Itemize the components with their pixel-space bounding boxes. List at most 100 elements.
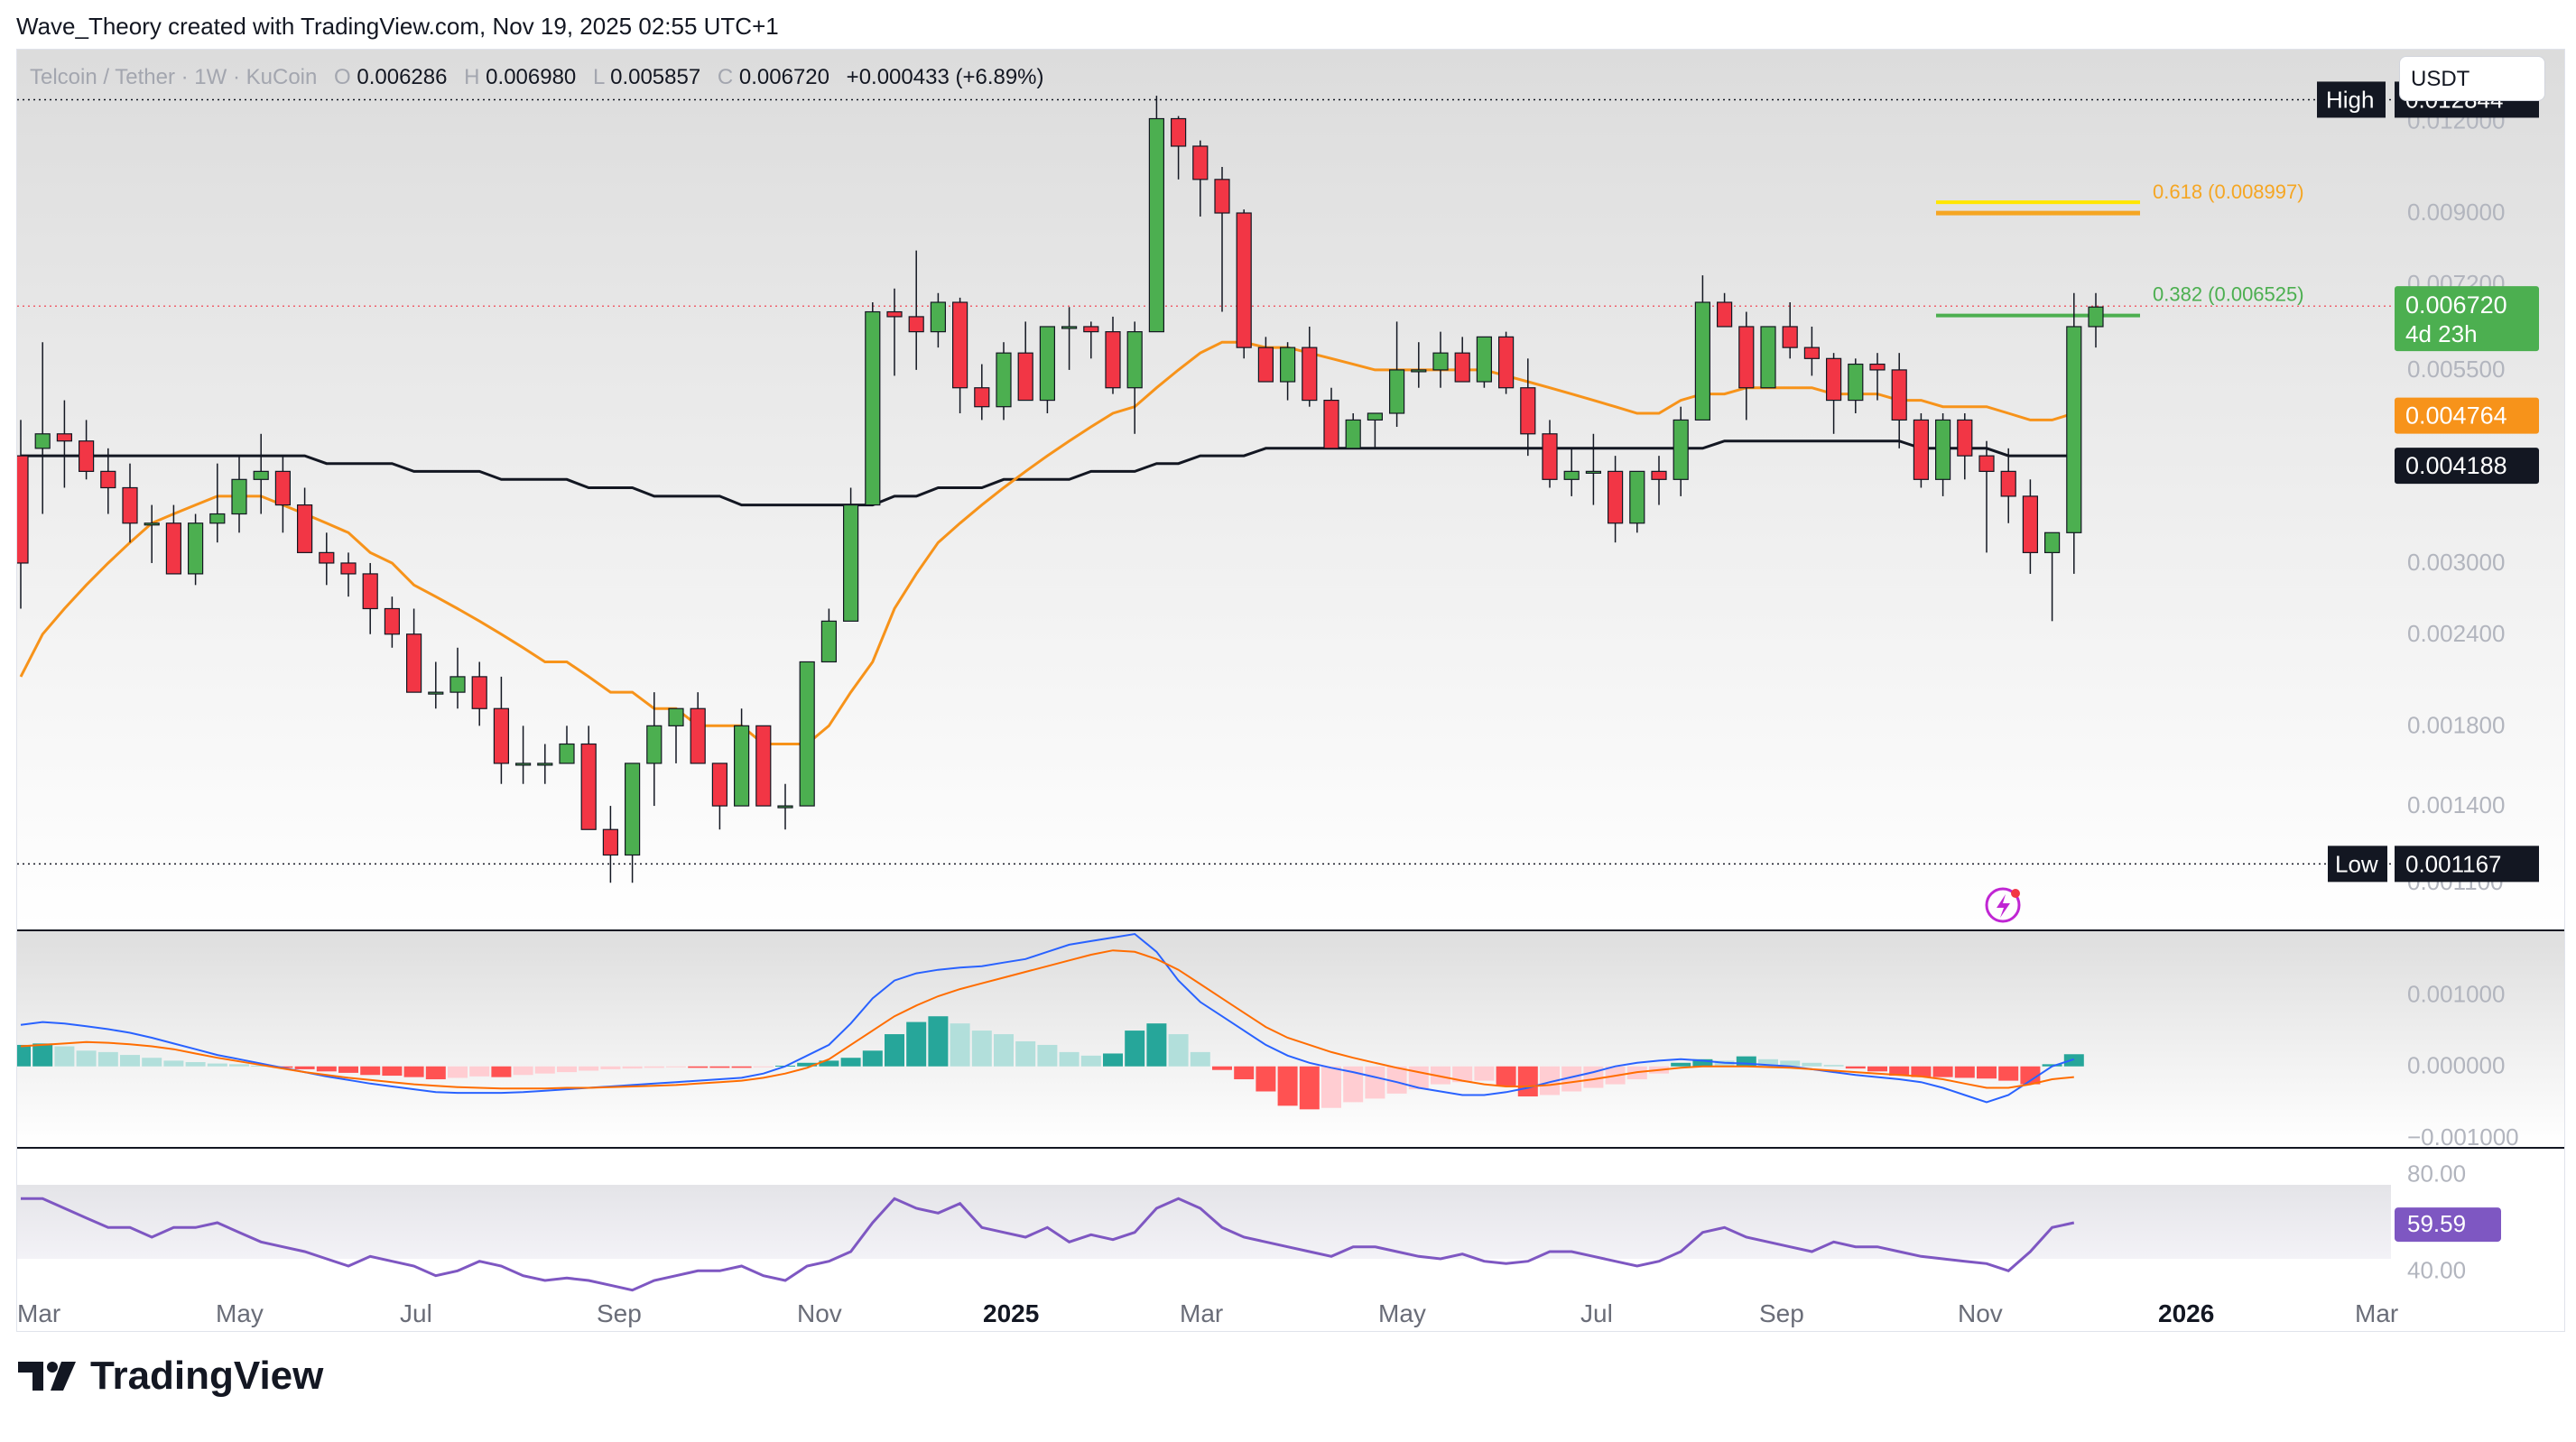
macd-histogram-bar	[862, 1050, 883, 1067]
macd-histogram-bar	[11, 1044, 31, 1067]
macd-histogram-bar	[1561, 1066, 1582, 1092]
macd-histogram-bar	[1671, 1062, 1691, 1067]
candle-up	[1563, 448, 1580, 496]
macd-histogram-bar	[1080, 1055, 1101, 1067]
candle-body	[1738, 326, 1755, 389]
candle-body	[1083, 326, 1099, 333]
candle-down	[1869, 353, 1886, 401]
macd-histogram-bar	[1125, 1031, 1145, 1067]
candle-up	[930, 292, 947, 348]
candle-down	[1651, 456, 1667, 505]
macd-histogram-bar	[557, 1066, 577, 1073]
macd-histogram-bar	[1823, 1065, 1844, 1067]
candle-down	[1891, 353, 1907, 448]
candle-body	[1257, 347, 1274, 383]
tradingview-footer: TradingView	[16, 1354, 323, 1399]
candle-body	[755, 725, 772, 807]
price-tick-label: 0.001400	[2407, 791, 2505, 818]
candle-body	[231, 478, 247, 515]
candle-down	[908, 250, 924, 370]
candle-body	[886, 310, 903, 318]
candle-body	[1345, 419, 1361, 449]
candle-down	[1738, 311, 1755, 421]
candle-body	[1170, 117, 1187, 147]
candle-down	[56, 400, 73, 488]
candle-body	[842, 504, 859, 622]
candle-body	[1585, 470, 1602, 474]
candle-up	[2066, 292, 2082, 574]
candle-body	[319, 551, 335, 564]
macd-histogram-bar	[688, 1066, 709, 1068]
candle-body	[1411, 369, 1427, 373]
time-axis-label: Jul	[1580, 1299, 1613, 1327]
time-axis-label: Nov	[797, 1299, 842, 1327]
candle-down	[1017, 321, 1033, 402]
candle-up	[34, 342, 51, 514]
time-axis-label: Sep	[597, 1299, 642, 1327]
candle-body	[537, 763, 553, 766]
macd-histogram-bar	[1692, 1058, 1713, 1067]
candle-body	[56, 433, 73, 442]
price-chart[interactable]: 0.618 (0.008997) 0.382 (0.006525) 0.00100…	[11, 50, 2564, 1331]
candle-down	[493, 676, 510, 784]
candle-down	[1716, 292, 1733, 328]
macd-histogram-bar	[1954, 1066, 1975, 1078]
macd-tick-label: 0.001000	[2407, 980, 2505, 1007]
low-value-box	[2395, 846, 2539, 883]
macd-histogram-bar	[600, 1066, 621, 1069]
time-axis-label: 2026	[2158, 1299, 2214, 1327]
candle-body	[580, 743, 597, 830]
macd-histogram-bar	[797, 1062, 818, 1067]
legend-h-value: 0.006980	[486, 65, 576, 89]
macd-histogram-bar	[906, 1021, 927, 1067]
chart-frame: 0.618 (0.008997) 0.382 (0.006525) 0.00100…	[11, 49, 2565, 1332]
candle-body	[1497, 336, 1515, 389]
candle-up	[1126, 321, 1143, 434]
candle-body	[1760, 326, 1776, 389]
time-axis-label: Sep	[1759, 1299, 1804, 1327]
macd-histogram-bar	[294, 1066, 315, 1069]
macd-histogram-bar	[1845, 1066, 1866, 1069]
macd-histogram-bar	[994, 1034, 1014, 1067]
macd-histogram-bar	[1386, 1066, 1407, 1094]
candle-body	[100, 470, 116, 489]
candle-body	[1279, 347, 1296, 383]
candle-up	[1148, 96, 1165, 333]
sma-line	[21, 439, 2074, 507]
candle-body	[428, 691, 444, 695]
price-tick-label: 0.009000	[2407, 199, 2505, 226]
candle-body	[799, 661, 815, 807]
candle-down	[406, 608, 422, 693]
candle-down	[755, 725, 772, 807]
lightning-alert-icon[interactable]	[1985, 887, 2021, 923]
candle-up	[1061, 307, 1078, 370]
candle-down	[1105, 316, 1121, 394]
candle-up	[733, 708, 750, 807]
candle-up	[1388, 321, 1405, 428]
macd-histogram-bar	[1059, 1051, 1080, 1067]
tradingview-brand: TradingView	[90, 1354, 324, 1398]
candle-body	[1105, 331, 1121, 389]
candle-down	[1323, 387, 1339, 449]
candle-body	[602, 828, 619, 856]
candle-up	[865, 302, 881, 506]
candle-down	[384, 596, 400, 648]
candle-down	[471, 661, 487, 726]
candle-up	[668, 707, 684, 763]
currency-selector[interactable]: USDT	[2399, 56, 2545, 101]
candle-up	[144, 504, 160, 563]
fib-618-label: 0.618 (0.008997)	[2153, 180, 2304, 203]
candle-body	[1716, 301, 1733, 328]
candle-up	[2088, 292, 2104, 348]
candle-up	[537, 744, 553, 784]
candle-up	[1629, 470, 1645, 533]
macd-histogram-bar	[1256, 1066, 1276, 1092]
candle-body	[1673, 419, 1689, 480]
candle-down	[2000, 448, 2016, 523]
low-tag-label: Low	[2335, 850, 2378, 877]
macd-histogram-bar	[425, 1066, 446, 1080]
candle-down	[165, 504, 181, 575]
candle-down	[1542, 420, 1558, 488]
candle-body	[1302, 347, 1318, 402]
candle-body	[1214, 179, 1230, 214]
